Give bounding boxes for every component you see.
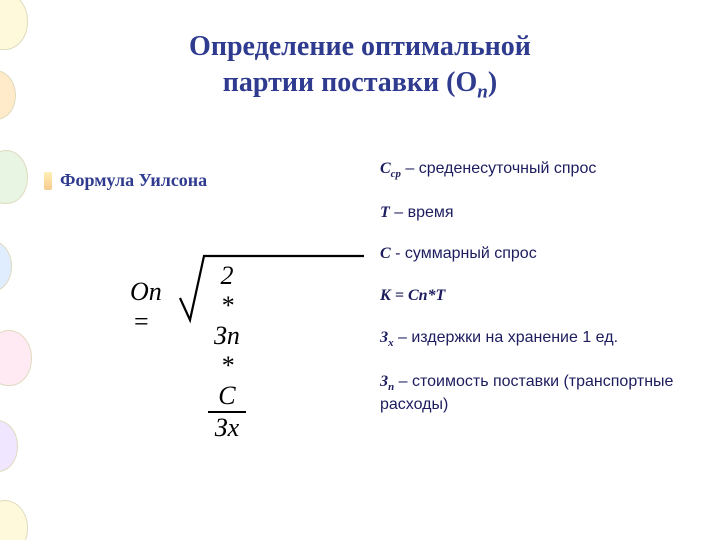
- subtitle: Формула Уилсона: [60, 170, 207, 191]
- definition-item: Сср – среденесуточный спрос: [380, 158, 700, 182]
- definition-text: - суммарный спрос: [391, 245, 537, 262]
- definition-symbol: К = Сп*Т: [380, 287, 445, 304]
- definition-text: – стоимость поставки (транспортные расхо…: [380, 373, 673, 414]
- definition-symbol: Сср: [380, 160, 401, 177]
- balloon: [0, 240, 12, 292]
- formula-lhs: On =: [130, 277, 162, 337]
- balloon: [0, 420, 18, 472]
- balloon: [0, 500, 28, 540]
- radical-icon: [178, 252, 368, 332]
- definition-text: – время: [390, 204, 454, 221]
- balloon: [0, 150, 28, 204]
- bullet-icon: [44, 172, 52, 190]
- balloon: [0, 330, 32, 386]
- definition-item: Т – время: [380, 202, 700, 224]
- definition-item: Зх – издержки на хранение 1 ед.: [380, 327, 700, 351]
- definitions-list: Сср – среденесуточный спрос Т – время С - …: [380, 158, 700, 436]
- formula-radical: 2 * Зn * С Зx: [200, 255, 238, 437]
- definition-symbol: Зх: [380, 329, 394, 346]
- definition-symbol: С: [380, 245, 391, 262]
- definition-symbol: Т: [380, 204, 390, 221]
- title-line2: партии поставки (Оп): [223, 67, 497, 98]
- formula-fraction: 2 * Зn * С Зx: [208, 261, 246, 443]
- definition-symbol: Зп: [380, 373, 394, 390]
- definition-item: К = Сп*Т: [380, 285, 700, 307]
- title-line1: Определение оптимальной: [189, 31, 531, 62]
- definition-text: – среденесуточный спрос: [401, 160, 596, 177]
- definition-item: С - суммарный спрос: [380, 243, 700, 265]
- definition-text: – издержки на хранение 1 ед.: [394, 329, 618, 346]
- definition-item: Зп – стоимость поставки (транспортные ра…: [380, 371, 700, 416]
- slide-title: Определение оптимальной партии поставки …: [0, 28, 720, 104]
